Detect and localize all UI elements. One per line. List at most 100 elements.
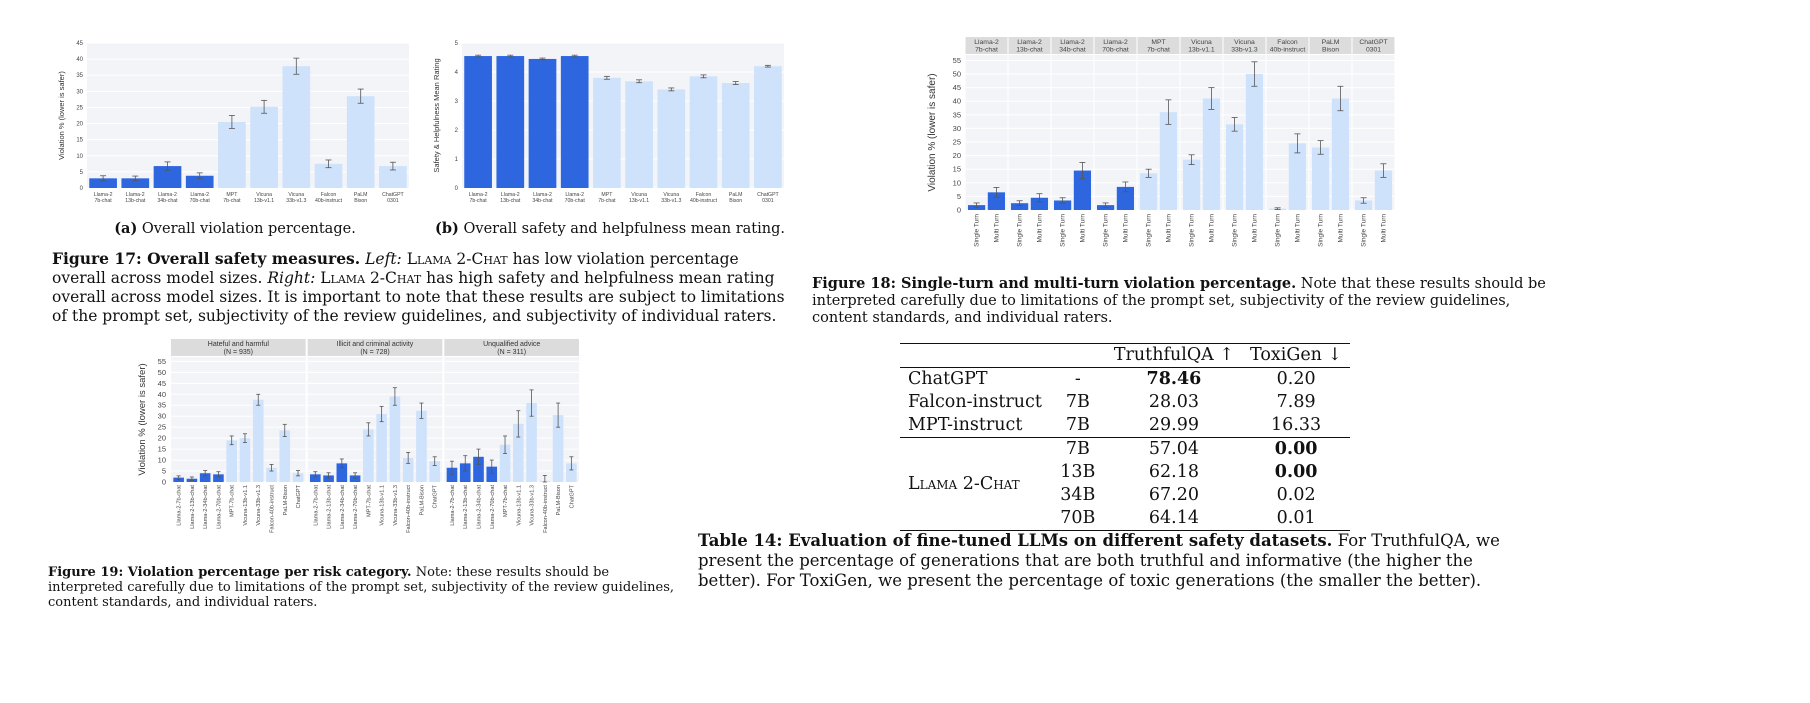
fig17b-ytick-label: 0 <box>455 186 459 192</box>
fig18-xtick-label: Multi Turn <box>1079 214 1086 243</box>
fig18-bar <box>1226 124 1244 210</box>
table-14-caption: Table 14: Evaluation of fine-tuned LLMs … <box>698 531 1500 590</box>
fig17b-bar <box>496 56 525 188</box>
fig18-xtick-label: Multi Turn <box>1294 214 1301 243</box>
fig18-bar <box>1331 98 1349 210</box>
fig17a-xtick-label: Llama-2 34b-chat <box>157 192 178 204</box>
fig19-bar <box>199 473 211 482</box>
fig19-bar <box>336 463 348 482</box>
figure-17-caption: Figure 17: Overall safety measures. Left… <box>52 249 785 325</box>
fig19-xtick-label: Vicuna-13b-v1.1 <box>243 485 249 526</box>
fig18-ytick-label: 30 <box>953 124 961 133</box>
fig18-ytick-label: 50 <box>953 70 961 79</box>
fig19-ytick-label: 55 <box>158 357 166 366</box>
fig19-xtick-label: Falcon-40b-instruct <box>270 485 276 533</box>
fig18-ytick-label: 15 <box>953 165 961 174</box>
fig19-bar <box>376 414 387 482</box>
table-cell-toxigen: 7.89 <box>1276 392 1316 412</box>
fig19-xtick-label: Llama-2-70b-chat <box>490 485 496 529</box>
table-cell-toxigen: 0.00 <box>1274 439 1318 459</box>
table-14-header-model <box>900 344 1050 368</box>
fig18-facet-header <box>965 37 1008 54</box>
table-row: Llama 2-Chat 7B 57.04 0.00 <box>900 438 1350 494</box>
fig18-xtick-label: Multi Turn <box>1165 214 1172 243</box>
fig19-bar <box>309 474 321 482</box>
fig19-xtick-label: Falcon-40b-instruct <box>543 485 549 533</box>
table-14: TruthfulQA ↑ ToxiGen ↓ ChatGPT - 78.46 0… <box>900 343 1351 531</box>
fig18-bar <box>987 192 1005 210</box>
fig18-bar <box>1073 170 1091 210</box>
fig17a-xtick-label: Llama-2 7b-chat <box>94 192 113 204</box>
fig17a-bar <box>218 121 246 188</box>
fig18-xtick-label: Multi Turn <box>1337 214 1344 243</box>
table-cell-toxigen: 0.01 <box>1276 508 1316 528</box>
fig17b-bar <box>593 77 621 188</box>
table-cell-size: 70B <box>1060 508 1096 528</box>
fig19-panel-title: Unqualified advice <box>483 341 540 348</box>
fig18-facet-label: Falcon 40b-instruct <box>1270 39 1306 54</box>
fig19-ytick-label: 45 <box>158 379 166 388</box>
fig17a-bar <box>185 175 214 188</box>
fig17a-bar <box>282 66 311 188</box>
fig19-bar <box>552 415 564 482</box>
fig18-facet-header <box>1094 37 1137 54</box>
fig19-bar <box>389 396 401 482</box>
table-cell-model: MPT-instruct <box>908 415 1023 435</box>
fig19-panel-n: (N = 311) <box>497 349 526 356</box>
fig18-facet-label: ChatGPT 0301 <box>1359 39 1387 54</box>
fig19-xtick-label: MPT-7b-chat <box>366 485 372 517</box>
fig19-xtick-label: Vicuna-33b-v1.3 <box>393 485 399 526</box>
fig18-facet-header <box>1180 37 1223 54</box>
fig19-bar <box>349 475 361 482</box>
table-14-header-size <box>1050 344 1106 368</box>
fig18-xtick-label: Multi Turn <box>993 214 1000 243</box>
table-cell-size: 34B <box>1060 485 1096 505</box>
fig19-xtick-label: Llama-2-7b-chat <box>313 485 319 526</box>
fig18-bar <box>1159 112 1177 210</box>
fig19-panel-header <box>307 339 443 356</box>
fig19-bar <box>266 467 277 482</box>
fig19-xtick-label: MPT-7b-chat <box>230 485 236 517</box>
fig18-bar <box>1054 200 1072 210</box>
fig19-xtick-label: ChatGPT <box>296 484 302 508</box>
fig19-bar <box>213 474 224 482</box>
fig18-facet-label: Llama-2 34b-chat <box>1059 39 1086 54</box>
table-cell-toxigen: 0.02 <box>1276 485 1316 505</box>
fig17a-ytick-label: 0 <box>80 186 84 192</box>
table-cell-truthfulqa: 78.46 <box>1146 369 1202 389</box>
fig19-xtick-label: Vicuna-33b-v1.3 <box>530 485 536 526</box>
fig18-bar <box>1030 197 1048 210</box>
fig19-bar <box>252 399 264 482</box>
fig19-bar <box>173 477 184 482</box>
fig18-xtick-label: Single Turn <box>974 214 981 247</box>
table-cell-size: 13B <box>1060 462 1096 482</box>
fig17a-ytick-label: 30 <box>76 89 83 95</box>
fig19-ylabel: Violation % (lower is safer) <box>137 363 148 475</box>
fig18-xtick-label: Multi Turn <box>1251 214 1258 243</box>
fig17a-ytick-label: 10 <box>76 154 83 160</box>
table-14-header-toxigen: ToxiGen ↓ <box>1250 345 1343 365</box>
fig17a-ytick-label: 15 <box>76 138 83 144</box>
fig19-bar <box>239 438 251 482</box>
fig19-bar <box>323 475 334 482</box>
fig17a-ytick-label: 45 <box>76 41 83 47</box>
fig17b-xtick-label: Llama-2 13b-chat <box>500 192 521 204</box>
fig18-facet-plot <box>1008 55 1051 210</box>
fig18-bar <box>1140 173 1158 210</box>
fig19-panel-n: (N = 935) <box>224 349 253 356</box>
fig17a-ytick-label: 40 <box>76 57 83 63</box>
fig19-ytick-label: 30 <box>158 412 166 421</box>
fig17b-xtick-label: Llama-2 70b-chat <box>565 192 586 204</box>
fig17a-bar <box>346 96 375 188</box>
fig18-xtick-label: Multi Turn <box>1036 214 1043 243</box>
fig17a-ylabel: Violation % (lower is safer) <box>57 71 66 160</box>
table-14-header-row: TruthfulQA ↑ ToxiGen ↓ <box>900 344 1351 368</box>
fig18-bar <box>1355 200 1373 210</box>
fig18-bar <box>1374 170 1392 210</box>
fig19-xtick-label: Llama-2-70b-chat <box>353 485 359 529</box>
table-cell-size: 7B <box>1065 392 1090 412</box>
figure-19-caption: Figure 19: Violation percentage per risk… <box>48 565 675 610</box>
fig17a-bar <box>121 178 150 188</box>
fig18-xtick-label: Multi Turn <box>1208 214 1215 243</box>
table-cell-model: Falcon-instruct <box>908 392 1042 412</box>
